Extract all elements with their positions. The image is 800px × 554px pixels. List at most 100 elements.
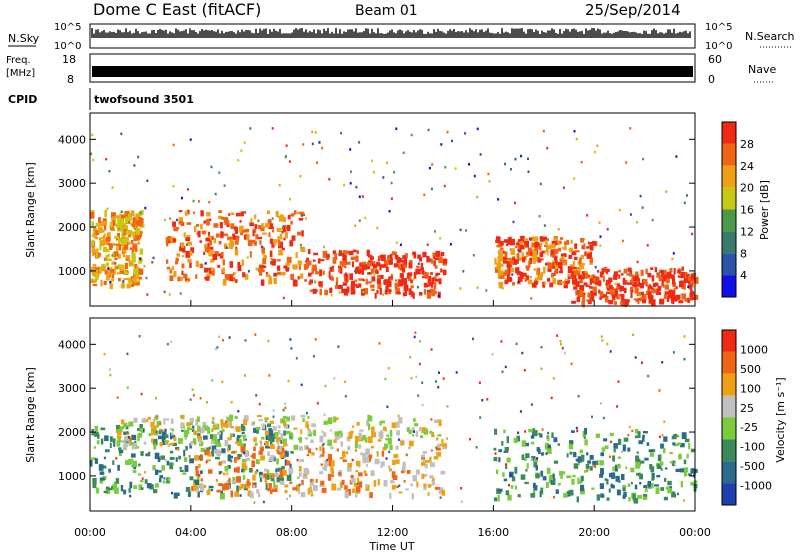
heatmap-cell: [683, 272, 688, 278]
heatmap-speckle: [355, 185, 358, 189]
heatmap-cell: [687, 473, 692, 476]
heatmap-cell: [642, 299, 647, 304]
heatmap-cell: [109, 268, 115, 273]
heatmap-cell: [313, 429, 317, 436]
heatmap-cell: [415, 268, 419, 275]
heatmap-cell: [182, 250, 185, 253]
heatmap-cell: [549, 475, 554, 480]
heatmap-cell: [189, 417, 194, 423]
heatmap-cell: [643, 485, 647, 488]
heatmap-cell: [190, 247, 195, 254]
heatmap-cell: [371, 288, 375, 291]
heatmap-speckle: [641, 206, 644, 209]
heatmap-cell: [580, 484, 585, 492]
heatmap-cell: [589, 244, 594, 251]
heatmap-speckle: [455, 371, 458, 374]
heatmap-speckle: [284, 406, 287, 409]
heatmap-cell: [194, 455, 199, 461]
heatmap-cell: [246, 478, 250, 486]
heatmap-speckle: [435, 446, 438, 449]
heatmap-speckle: [240, 434, 243, 437]
heatmap-cell: [280, 438, 283, 444]
heatmap-cell: [572, 266, 577, 269]
heatmap-cell: [623, 268, 627, 274]
power-cbar-tick: 4: [740, 269, 747, 282]
heatmap-speckle: [593, 150, 596, 154]
heatmap-cell: [296, 484, 300, 492]
heatmap-cell: [405, 453, 408, 457]
heatmap-cell: [342, 254, 347, 262]
heatmap-cell: [243, 438, 247, 441]
heatmap-speckle: [395, 241, 398, 244]
heatmap-speckle: [110, 266, 113, 269]
heatmap-speckle: [253, 421, 255, 425]
heatmap-cell: [173, 437, 177, 442]
heatmap-cell: [411, 493, 414, 500]
heatmap-cell: [613, 274, 618, 280]
heatmap-speckle: [509, 474, 512, 477]
heatmap-cell: [530, 456, 536, 461]
heatmap-cell: [93, 446, 96, 449]
heatmap-cell: [356, 460, 361, 466]
heatmap-cell: [547, 262, 552, 269]
heatmap-cell: [337, 285, 343, 289]
heatmap-cell: [103, 281, 107, 285]
heatmap-cell: [371, 426, 375, 434]
heatmap-cell: [185, 487, 191, 492]
heatmap-cell: [205, 238, 210, 242]
heatmap-cell: [638, 440, 643, 445]
heatmap-cell: [321, 487, 327, 493]
heatmap-cell: [128, 281, 132, 285]
heatmap-cell: [273, 481, 276, 488]
heatmap-speckle: [573, 130, 576, 133]
heatmap-cell: [183, 273, 188, 279]
heatmap-cell: [306, 260, 312, 266]
heatmap-cell: [618, 294, 622, 297]
heatmap-cell: [436, 447, 441, 451]
heatmap-speckle: [177, 448, 180, 451]
heatmap-cell: [212, 417, 215, 421]
heatmap-cell: [616, 489, 621, 496]
heatmap-cell: [251, 460, 255, 468]
heatmap-cell: [306, 454, 310, 457]
heatmap-cell: [382, 426, 387, 431]
heatmap-cell: [269, 238, 273, 244]
heatmap-speckle: [521, 351, 524, 355]
heatmap-speckle: [171, 491, 173, 495]
heatmap-cell: [321, 430, 324, 433]
heatmap-cell: [234, 457, 240, 460]
heatmap-cell: [430, 449, 433, 452]
heatmap-cell: [497, 272, 502, 279]
heatmap-cell: [534, 247, 539, 251]
heatmap-cell: [580, 255, 585, 259]
heatmap-cell: [651, 477, 654, 481]
heatmap-cell: [620, 294, 625, 301]
heatmap-cell: [657, 274, 661, 277]
heatmap-speckle: [388, 450, 391, 454]
heatmap-cell: [616, 463, 621, 469]
heatmap-speckle: [244, 374, 246, 377]
heatmap-cell: [297, 490, 300, 494]
heatmap-cell: [573, 271, 577, 276]
heatmap-cell: [268, 483, 272, 488]
heatmap-cell: [565, 280, 570, 285]
heatmap-cell: [189, 250, 193, 256]
heatmap-cell: [586, 246, 590, 249]
heatmap-speckle: [319, 455, 322, 459]
heatmap-cell: [228, 477, 231, 483]
velocity-cbar-swatch: [722, 373, 736, 396]
heatmap-speckle: [105, 157, 108, 161]
heatmap-speckle: [206, 401, 208, 404]
heatmap-cell: [109, 222, 113, 228]
heatmap-cell: [111, 216, 117, 221]
heatmap-cell: [280, 433, 283, 440]
heatmap-cell: [236, 487, 240, 493]
heatmap-cell: [532, 482, 536, 488]
heatmap-cell: [300, 247, 306, 253]
heatmap-cell: [226, 416, 229, 423]
heatmap-cell: [145, 419, 149, 423]
heatmap-cell: [499, 491, 502, 494]
heatmap-speckle: [412, 278, 415, 281]
heatmap-cell: [98, 464, 104, 471]
